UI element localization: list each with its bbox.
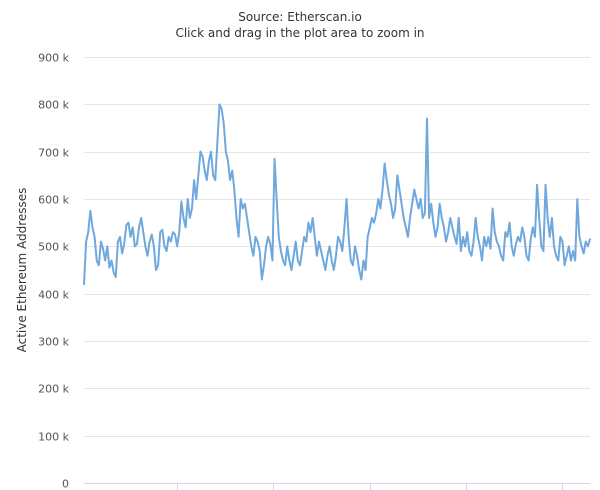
y-tick-label: 300 k [38,336,69,349]
series-line[interactable] [83,103,591,286]
y-tick-label: 100 k [38,431,69,444]
y-tick-label: 700 k [38,147,69,160]
y-tick-label: 200 k [38,383,69,396]
y-tick-label: 500 k [38,241,69,254]
zoom-hint-subtitle: Click and drag in the plot area to zoom … [175,26,425,40]
y-tick-label: 800 k [38,99,69,112]
y-axis-title: Active Ethereum Addresses [15,188,29,353]
y-tick-label: 0 [62,478,69,490]
chart-source-subtitle: Source: Etherscan.io [238,10,362,24]
y-tick-label: 600 k [38,194,69,207]
y-tick-label: 900 k [38,52,69,65]
y-tick-label: 400 k [38,289,69,302]
